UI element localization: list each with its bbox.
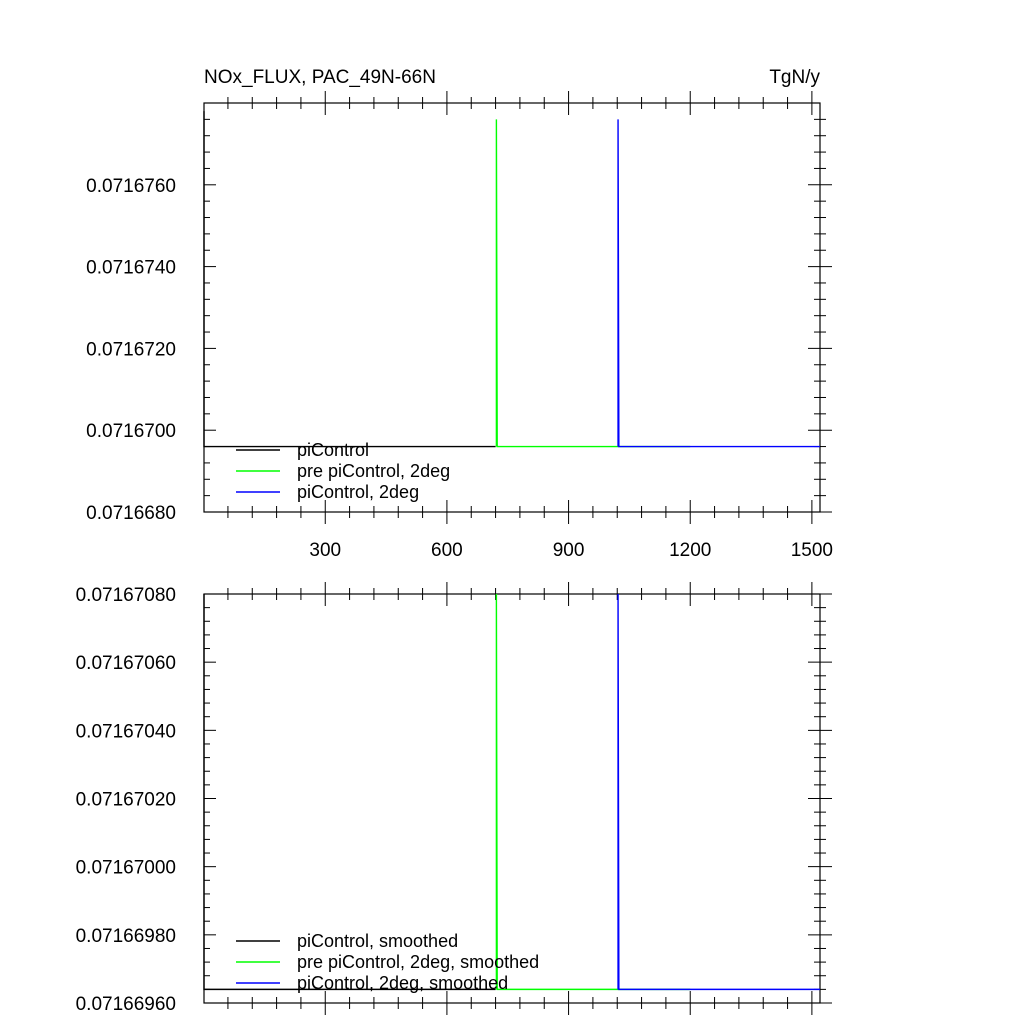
- series-line-0: [203, 594, 496, 991]
- legend-label: piControl: [297, 440, 369, 460]
- y-tick-label: 0.07166980: [76, 926, 176, 947]
- bottom-panel: 0.07166960 0.07166980 0.07167000 0.07167020…: [76, 582, 832, 1015]
- x-tick-label: 900: [553, 540, 585, 561]
- series-line-2: [617, 593, 820, 991]
- legend-label: pre piControl, 2deg: [297, 461, 450, 481]
- y-tick-label: 0.07167000: [76, 858, 176, 879]
- legend-label: piControl, 2deg, smoothed: [297, 973, 508, 993]
- chart-title: NOx_FLUX, PAC_49N-66N: [204, 67, 436, 88]
- top-panel: 300 600 900 1200 1500 0.0716680 0.0716700 0.071…: [86, 91, 833, 561]
- series-line-0: [203, 111, 496, 448]
- legend-label: piControl, 2deg: [297, 482, 419, 502]
- chart-units: TgN/y: [769, 67, 820, 88]
- y-tick-label: 0.07167020: [76, 790, 176, 811]
- series-line-1: [495, 593, 691, 991]
- y-tick-label: 0.07167080: [76, 585, 176, 606]
- series-line-1: [495, 119, 691, 448]
- x-tick-label: 300: [309, 540, 341, 561]
- y-tick-label: 0.07167060: [76, 653, 176, 674]
- y-tick-label: 0.0716760: [86, 176, 176, 197]
- x-tick-label: 1200: [669, 540, 711, 561]
- y-tick-label: 0.0716740: [86, 258, 176, 279]
- y-tick-label: 0.0716700: [86, 421, 176, 442]
- legend-label: piControl, smoothed: [297, 931, 458, 951]
- y-tick-label: 0.0716680: [86, 503, 176, 524]
- x-tick-label: 1500: [791, 540, 833, 561]
- legend-label: pre piControl, 2deg, smoothed: [297, 952, 539, 972]
- x-tick-label: 600: [431, 540, 463, 561]
- y-tick-label: 0.07167040: [76, 721, 176, 742]
- y-tick-label: 0.0716720: [86, 339, 176, 360]
- series-line-2: [617, 119, 820, 448]
- y-tick-label: 0.07166960: [76, 994, 176, 1015]
